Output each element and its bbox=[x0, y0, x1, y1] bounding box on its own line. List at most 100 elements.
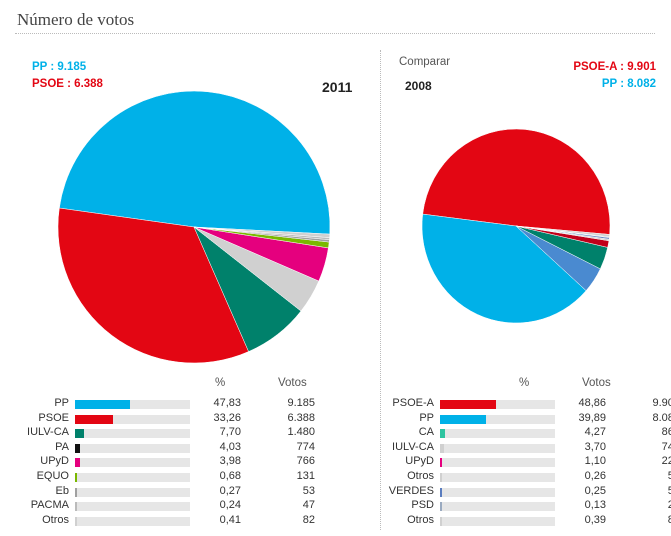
votes-value: 8.082 bbox=[652, 411, 671, 424]
panel-2008: Comparar 2008 PSOE-A : 9.901 PP : 8.082 … bbox=[382, 0, 671, 536]
bar-track bbox=[440, 473, 555, 482]
party-label: EQUO bbox=[36, 470, 69, 482]
title-divider bbox=[15, 33, 655, 34]
pct-value: 39,89 bbox=[578, 411, 606, 424]
pct-value: 7,70 bbox=[219, 426, 241, 439]
pct-value: 3,70 bbox=[584, 440, 606, 453]
bar-fill bbox=[75, 414, 114, 424]
bar-track bbox=[440, 414, 555, 424]
column-header-votes: Votos bbox=[278, 377, 307, 389]
chart-year: 2008 bbox=[405, 79, 432, 93]
bar-fill bbox=[75, 458, 80, 468]
pie-slice-otros[interactable] bbox=[193, 226, 331, 238]
bar-fill bbox=[75, 443, 80, 453]
party-label: PACMA bbox=[30, 499, 69, 512]
party-label: PSD bbox=[411, 499, 434, 512]
party-label: PSOE-A bbox=[392, 397, 434, 409]
party-label: CA bbox=[418, 426, 434, 439]
pct-value: 48,86 bbox=[578, 397, 606, 409]
votes-value: 6.388 bbox=[287, 411, 315, 424]
votes-value: 55 bbox=[667, 470, 671, 482]
bar-fill bbox=[75, 487, 77, 497]
bar-track bbox=[440, 502, 555, 512]
leader-2: PP : 8.082 bbox=[601, 78, 656, 90]
pie-slice-psoe-a[interactable] bbox=[422, 128, 611, 235]
pct-value: 0,27 bbox=[219, 484, 241, 497]
bar-fill bbox=[440, 400, 497, 409]
party-label: Otros bbox=[407, 470, 434, 482]
bar-fill bbox=[440, 429, 445, 439]
pct-value: 0,13 bbox=[584, 499, 606, 512]
bar-fill bbox=[440, 502, 442, 512]
column-header-pct: % bbox=[519, 377, 530, 389]
pct-value: 0,24 bbox=[219, 499, 241, 512]
bar-fill bbox=[440, 473, 442, 482]
page-title: Número de votos bbox=[17, 10, 135, 29]
pie-slice-psoe[interactable] bbox=[57, 207, 249, 364]
column-header-pct: % bbox=[215, 377, 226, 389]
compare-label[interactable]: Comparar bbox=[399, 56, 451, 68]
bar-fill bbox=[440, 414, 486, 424]
votes-value: 1.480 bbox=[287, 426, 315, 439]
pct-value: 47,83 bbox=[213, 397, 241, 409]
panel-2011: PP : 9.185 PSOE : 6.388 2011 % Votos PP 4… bbox=[27, 61, 353, 526]
party-label: PP bbox=[419, 411, 434, 424]
bar-track bbox=[440, 487, 555, 497]
bar-track bbox=[440, 443, 555, 453]
leader-2: PSOE : 6.388 bbox=[32, 78, 103, 90]
party-label: Otros bbox=[42, 513, 69, 526]
votes-value: 82 bbox=[302, 513, 315, 526]
votes-value: 9.185 bbox=[287, 397, 315, 409]
panel-divider bbox=[380, 50, 381, 530]
bar-track bbox=[75, 443, 190, 453]
bar-track bbox=[440, 516, 555, 526]
pct-value: 33,26 bbox=[213, 411, 241, 424]
votes-value: 47 bbox=[302, 499, 315, 512]
pct-value: 3,98 bbox=[219, 455, 241, 468]
pie-chart-2011 bbox=[57, 90, 331, 364]
bar-track bbox=[75, 502, 190, 512]
bar-fill bbox=[75, 400, 130, 409]
bar-fill bbox=[440, 443, 445, 453]
bar-track bbox=[75, 458, 190, 468]
party-label: UPyD bbox=[405, 455, 434, 468]
bar-track bbox=[440, 400, 555, 409]
pie-slice-pp[interactable] bbox=[59, 90, 331, 235]
chart-year: 2011 bbox=[322, 79, 353, 95]
votes-value: 865 bbox=[661, 426, 671, 439]
pie-slice-pp[interactable] bbox=[421, 213, 587, 324]
pct-value: 4,27 bbox=[584, 426, 606, 439]
bar-track bbox=[440, 458, 555, 468]
pie-slice-otros[interactable] bbox=[515, 225, 610, 238]
votes-value: 774 bbox=[296, 440, 315, 453]
bar-track bbox=[75, 400, 190, 409]
bar-track bbox=[75, 473, 190, 482]
bar-fill bbox=[75, 502, 77, 512]
votes-value: 53 bbox=[302, 484, 315, 497]
bar-fill bbox=[440, 458, 442, 468]
column-header-votes: Votos bbox=[582, 377, 611, 389]
pct-value: 0,39 bbox=[584, 513, 606, 526]
bar-fill bbox=[440, 516, 442, 526]
pct-value: 0,25 bbox=[584, 484, 606, 497]
pct-value: 4,03 bbox=[219, 440, 241, 453]
votes-value: 223 bbox=[661, 455, 671, 468]
party-label: UPyD bbox=[40, 455, 69, 468]
bar-track bbox=[440, 429, 555, 439]
pct-value: 1,10 bbox=[584, 455, 606, 468]
bar-track bbox=[75, 429, 190, 439]
leader-1: PP : 9.185 bbox=[32, 61, 87, 73]
bar-fill bbox=[440, 487, 442, 497]
leader-1: PSOE-A : 9.901 bbox=[573, 61, 656, 73]
party-label: IULV-CA bbox=[27, 426, 69, 439]
votes-value: 80 bbox=[667, 513, 671, 526]
bar-track bbox=[75, 516, 190, 526]
party-label: Eb bbox=[55, 484, 69, 497]
bar-fill bbox=[75, 429, 84, 439]
pie-chart-2008 bbox=[421, 128, 611, 324]
votes-value: 131 bbox=[296, 470, 315, 482]
bar-fill bbox=[75, 516, 77, 526]
party-label: PA bbox=[55, 440, 69, 453]
pct-value: 0,41 bbox=[219, 513, 241, 526]
votes-value: 9.901 bbox=[652, 397, 671, 409]
